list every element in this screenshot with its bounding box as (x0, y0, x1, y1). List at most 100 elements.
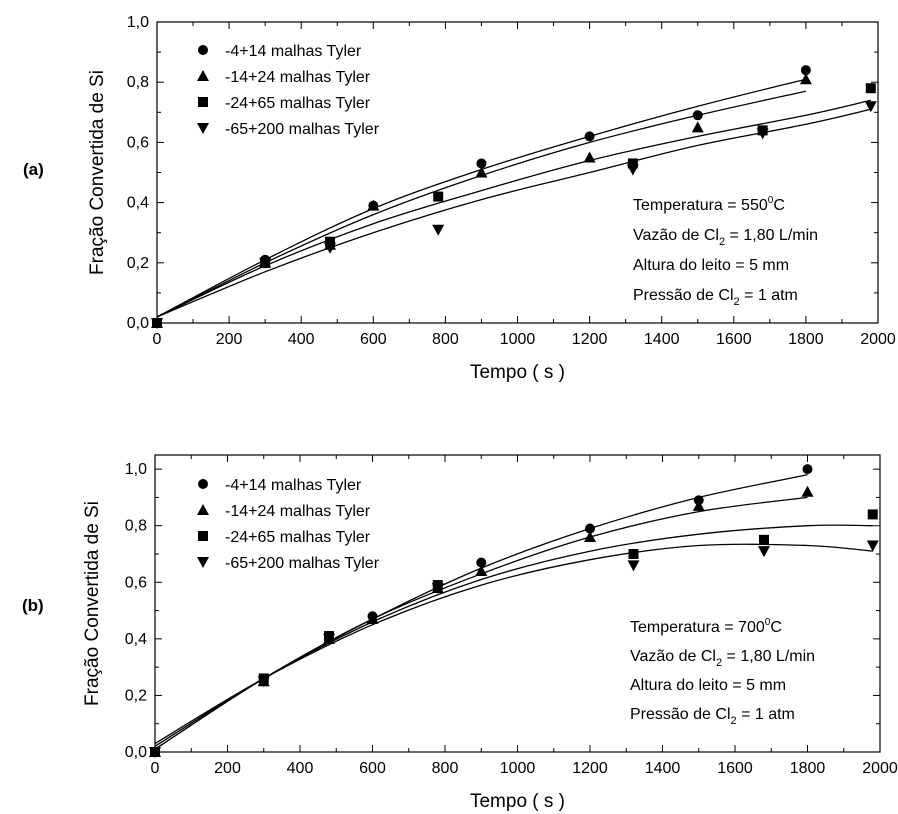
data-point (585, 523, 595, 534)
x-tick-label: 2000 (862, 760, 898, 777)
data-point (431, 582, 444, 594)
data-point (259, 257, 272, 269)
x-tick-label: 1600 (716, 331, 752, 348)
chart-panel-b: 0 200 400 600 800 1000 1200 1400 1600 1800 2000 0,0… (22, 454, 898, 812)
data-point (584, 131, 595, 142)
y-tick-label: 0,0 (125, 744, 147, 761)
y-tick-label: 0,6 (127, 134, 149, 151)
data-point (867, 509, 878, 520)
data-point (584, 531, 596, 543)
data-point (475, 166, 488, 178)
data-point (627, 560, 640, 572)
data-point (324, 242, 337, 254)
legend-marker (197, 504, 209, 515)
data-point (151, 318, 163, 329)
fit-curve (156, 99, 871, 318)
y-tick-label: 0,4 (127, 195, 149, 212)
x-tick-label: 0 (153, 331, 162, 348)
x-tick-label: 1800 (790, 760, 826, 777)
y-tick-label: 0,2 (127, 255, 149, 272)
fit-curve (156, 108, 871, 318)
data-point (865, 83, 876, 94)
legend-marker (197, 70, 209, 81)
y-axis-title: Fração Convertida de Si (82, 501, 103, 706)
data-point (323, 633, 335, 645)
y-tick-label: 1,0 (127, 14, 149, 31)
y-tick-label: 0,8 (127, 74, 149, 91)
x-tick-label: 0 (151, 760, 160, 777)
data-point (627, 158, 638, 169)
x-tick-label: 1000 (500, 331, 536, 348)
legend-label: -65+200 malhas Tyler (225, 121, 380, 138)
data-point (149, 747, 161, 758)
x-tick-label: 2000 (860, 331, 896, 348)
data-point (257, 676, 270, 688)
data-point (866, 540, 879, 552)
data-point (692, 499, 705, 511)
annotation-pressure: Pressão de Cl2 = 1 atm (630, 706, 795, 727)
legend-marker (198, 479, 208, 489)
x-tick-label: 1600 (717, 760, 753, 777)
data-point (626, 164, 639, 176)
x-tick-label: 1400 (644, 331, 680, 348)
y-tick-label: 0,6 (125, 574, 147, 591)
y-axis-title: Fração Convertida de Si (87, 70, 108, 275)
legend-label: -24+65 malhas Tyler (225, 95, 371, 112)
x-tick-label: 1200 (572, 760, 608, 777)
data-point (759, 534, 769, 545)
y-tick-label: 0,0 (127, 315, 149, 332)
data-point (432, 224, 445, 236)
legend-marker (198, 45, 208, 55)
annotation-bed-height: Altura do leito = 5 mm (633, 257, 789, 274)
legend-label: -24+65 malhas Tyler (225, 529, 371, 546)
y-tick-label: 1,0 (125, 461, 147, 478)
data-point (475, 564, 488, 576)
legend-label: -14+24 malhas Tyler (225, 503, 371, 520)
chart-panel-a: 0 200 400 600 800 1000 1200 1400 1600 1800 2000 0,0… (23, 14, 896, 383)
data-point (367, 199, 380, 211)
x-tick-label: 1400 (645, 760, 681, 777)
plot-frame (156, 21, 879, 324)
annotation-flow: Vazão de Cl2 = 1,80 L/min (633, 227, 818, 248)
x-tick-label: 600 (360, 331, 387, 348)
data-point (691, 121, 704, 133)
annotation-temperature: Temperatura = 5500C (633, 195, 785, 214)
legend-marker (198, 97, 208, 107)
data-point (799, 73, 812, 85)
data-point (801, 485, 814, 497)
y-tick-label: 0,2 (125, 687, 147, 704)
data-point (476, 557, 487, 568)
data-point (800, 65, 811, 76)
x-tick-label: 1800 (788, 331, 824, 348)
annotation-bed-height: Altura do leito = 5 mm (630, 677, 786, 694)
x-axis-title: Tempo ( s ) (470, 362, 565, 383)
y-tick-label: 0,8 (125, 518, 147, 535)
legend-marker (198, 531, 208, 541)
legend-label: -65+200 malhas Tyler (225, 555, 380, 572)
legend-label: -4+14 malhas Tyler (225, 477, 362, 494)
data-point (628, 549, 639, 559)
x-tick-label: 400 (288, 331, 315, 348)
panel-label: (b) (22, 596, 44, 615)
y-tick-label: 0,4 (125, 631, 147, 648)
data-point (476, 158, 487, 169)
x-axis-title: Tempo ( s ) (470, 791, 565, 812)
x-tick-label: 600 (359, 760, 386, 777)
data-point (756, 128, 769, 140)
legend-label: -4+14 malhas Tyler (225, 43, 362, 60)
x-tick-label: 1000 (500, 760, 536, 777)
x-tick-label: 200 (216, 331, 243, 348)
legend-marker (197, 123, 209, 134)
data-point (758, 546, 770, 558)
panel-label: (a) (23, 160, 44, 179)
x-tick-label: 1200 (572, 331, 608, 348)
x-tick-label: 400 (287, 760, 314, 777)
annotation-temperature: Temperatura = 7000C (630, 617, 782, 636)
annotation-flow: Vazão de Cl2 = 1,80 L/min (630, 648, 815, 669)
data-point (864, 101, 877, 113)
annotation-pressure: Pressão de Cl2 = 1 atm (633, 287, 798, 308)
x-tick-label: 800 (432, 331, 459, 348)
data-point (802, 464, 813, 475)
x-tick-label: 200 (214, 760, 241, 777)
